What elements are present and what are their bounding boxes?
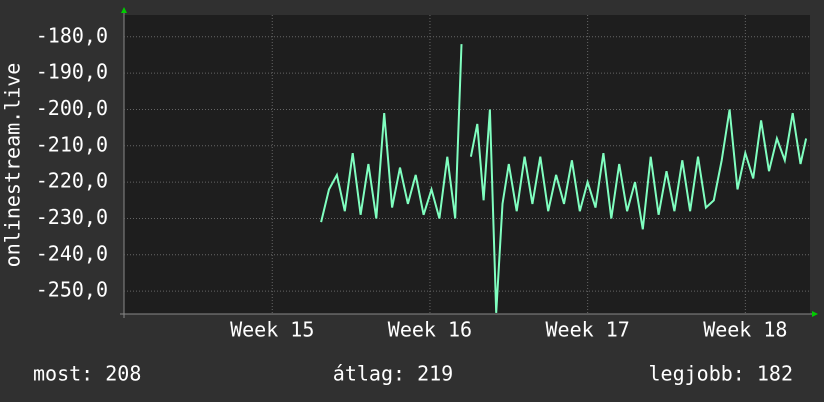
data-line	[320, 44, 808, 313]
y-tick-label: -200,0	[36, 96, 108, 120]
y-arrow	[121, 7, 127, 13]
x-tick-label: Week 17	[545, 318, 629, 342]
y-tick-label: -250,0	[36, 278, 108, 302]
y-tick-label: -240,0	[36, 241, 108, 265]
y-tick-label: -230,0	[36, 205, 108, 229]
x-tick-label: Week 16	[388, 318, 472, 342]
x-arrow	[812, 311, 818, 317]
x-tick-label: Week 15	[230, 318, 314, 342]
y-tick-label: -190,0	[36, 60, 108, 84]
y-tick-label: -220,0	[36, 169, 108, 193]
footer-current: most: 208	[33, 362, 141, 386]
y-tick-label: -210,0	[36, 132, 108, 156]
footer-best: legjobb: 182	[649, 362, 794, 386]
y-axis-label: onlinestream.live	[1, 63, 25, 268]
plot-area	[124, 15, 810, 314]
footer-average: átlag: 219	[333, 362, 453, 386]
y-tick-label: -180,0	[36, 23, 108, 47]
x-tick-label: Week 18	[703, 318, 787, 342]
